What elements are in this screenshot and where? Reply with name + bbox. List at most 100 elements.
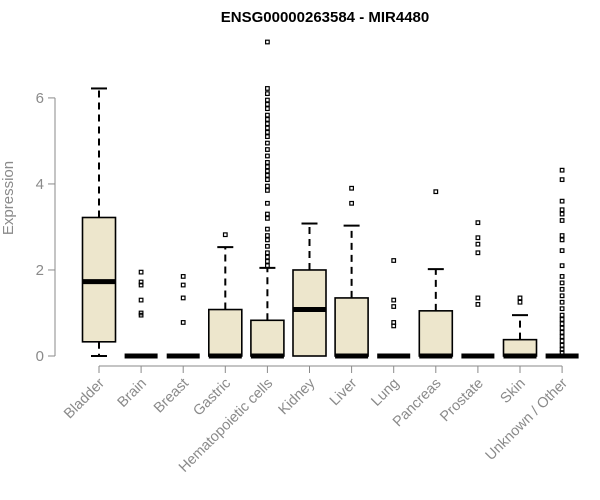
outlier-point: [559, 325, 565, 331]
outlier-point: [433, 189, 439, 195]
outlier-point: [138, 312, 144, 318]
outlier-point: [475, 250, 481, 256]
category-label: Liver: [327, 375, 361, 409]
outlier-point: [265, 117, 270, 122]
category-label: Kidney: [276, 375, 319, 418]
chart-title: ENSG00000263584 - MIR4480: [221, 9, 429, 26]
outlier-point: [265, 140, 270, 146]
outlier-point: [559, 334, 565, 340]
outlier-point: [559, 321, 565, 327]
box-brain: [124, 269, 158, 359]
outlier-point: [265, 125, 270, 131]
outlier-point: [265, 187, 270, 193]
outlier-point: [517, 299, 523, 305]
y-tick-label: 2: [36, 262, 44, 279]
outlier-point: [265, 91, 270, 97]
outlier-point: [180, 295, 186, 301]
box-kidney: [292, 222, 327, 357]
box-gastric: [208, 232, 243, 359]
y-tick-label: 0: [36, 348, 44, 365]
outlier-point: [391, 297, 397, 303]
outlier-point: [559, 211, 565, 217]
outlier-point: [559, 237, 565, 243]
y-tick-label: 6: [36, 90, 44, 107]
box-skin: [502, 295, 538, 359]
category-label: Brain: [115, 376, 150, 411]
outlier-point: [265, 263, 270, 269]
outlier-point: [559, 207, 565, 213]
outlier-point: [265, 106, 270, 112]
box-unknown-other: [545, 167, 579, 359]
box-lung: [377, 258, 411, 359]
outlier-point: [265, 250, 270, 256]
box-iqr: [292, 269, 327, 357]
outlier-point: [265, 168, 270, 174]
box-liver: [334, 185, 369, 359]
outlier-point: [475, 241, 481, 247]
category-label: Prostate: [437, 376, 486, 425]
outlier-point: [475, 235, 481, 241]
outlier-point: [349, 185, 354, 191]
outlier-point: [559, 248, 565, 254]
outlier-point: [391, 258, 397, 263]
boxes-layer: [81, 39, 579, 359]
box-prostate: [461, 220, 495, 359]
outlier-point: [265, 134, 270, 140]
outlier-point: [265, 177, 270, 183]
outlier-point: [265, 39, 270, 45]
outlier-point: [559, 274, 565, 279]
outlier-point: [559, 338, 565, 344]
outlier-point: [265, 153, 270, 159]
outlier-point: [559, 299, 565, 305]
box-hematopoietic-cells: [250, 39, 285, 359]
outlier-point: [265, 129, 270, 135]
outlier-point: [559, 342, 565, 348]
outlier-point: [559, 350, 565, 355]
box-bladder: [81, 87, 117, 357]
outlier-point: [138, 269, 144, 275]
outlier-point: [559, 280, 565, 286]
outlier-point: [265, 160, 270, 165]
y-axis-title: Expression: [0, 161, 17, 235]
outlier-point: [180, 320, 186, 325]
category-label: Skin: [498, 376, 529, 407]
outlier-point: [265, 200, 270, 206]
y-axis: 0 2 4 6: [36, 90, 56, 365]
outlier-point: [475, 220, 481, 226]
outlier-point: [517, 295, 523, 301]
outlier-point: [559, 167, 565, 173]
outlier-point: [349, 200, 354, 206]
outlier-point: [475, 301, 481, 307]
category-label: Bladder: [61, 375, 108, 422]
outlier-point: [265, 237, 270, 243]
outlier-point: [265, 147, 270, 152]
outlier-point: [559, 218, 565, 223]
outlier-point: [265, 243, 270, 249]
outlier-point: [391, 304, 397, 309]
outlier-point: [559, 263, 565, 269]
outlier-point: [265, 226, 270, 232]
outlier-point: [391, 323, 397, 329]
outlier-point: [265, 215, 270, 221]
outlier-point: [559, 306, 565, 312]
outlier-point: [559, 317, 565, 322]
box-iqr: [250, 319, 285, 357]
box-iqr: [334, 297, 369, 357]
outlier-point: [475, 295, 481, 301]
outlier-point: [265, 211, 270, 217]
outlier-point: [265, 86, 270, 91]
box-iqr: [208, 308, 243, 357]
outlier-point: [559, 312, 565, 318]
outlier-point: [138, 297, 144, 303]
outlier-point: [265, 233, 270, 238]
outlier-point: [265, 164, 270, 170]
outlier-point: [265, 97, 270, 103]
outlier-point: [265, 258, 270, 264]
y-tick-label: 4: [36, 176, 44, 193]
outlier-point: [180, 274, 186, 279]
x-axis: [98, 365, 563, 373]
outlier-point: [265, 172, 270, 178]
outlier-point: [265, 121, 270, 127]
